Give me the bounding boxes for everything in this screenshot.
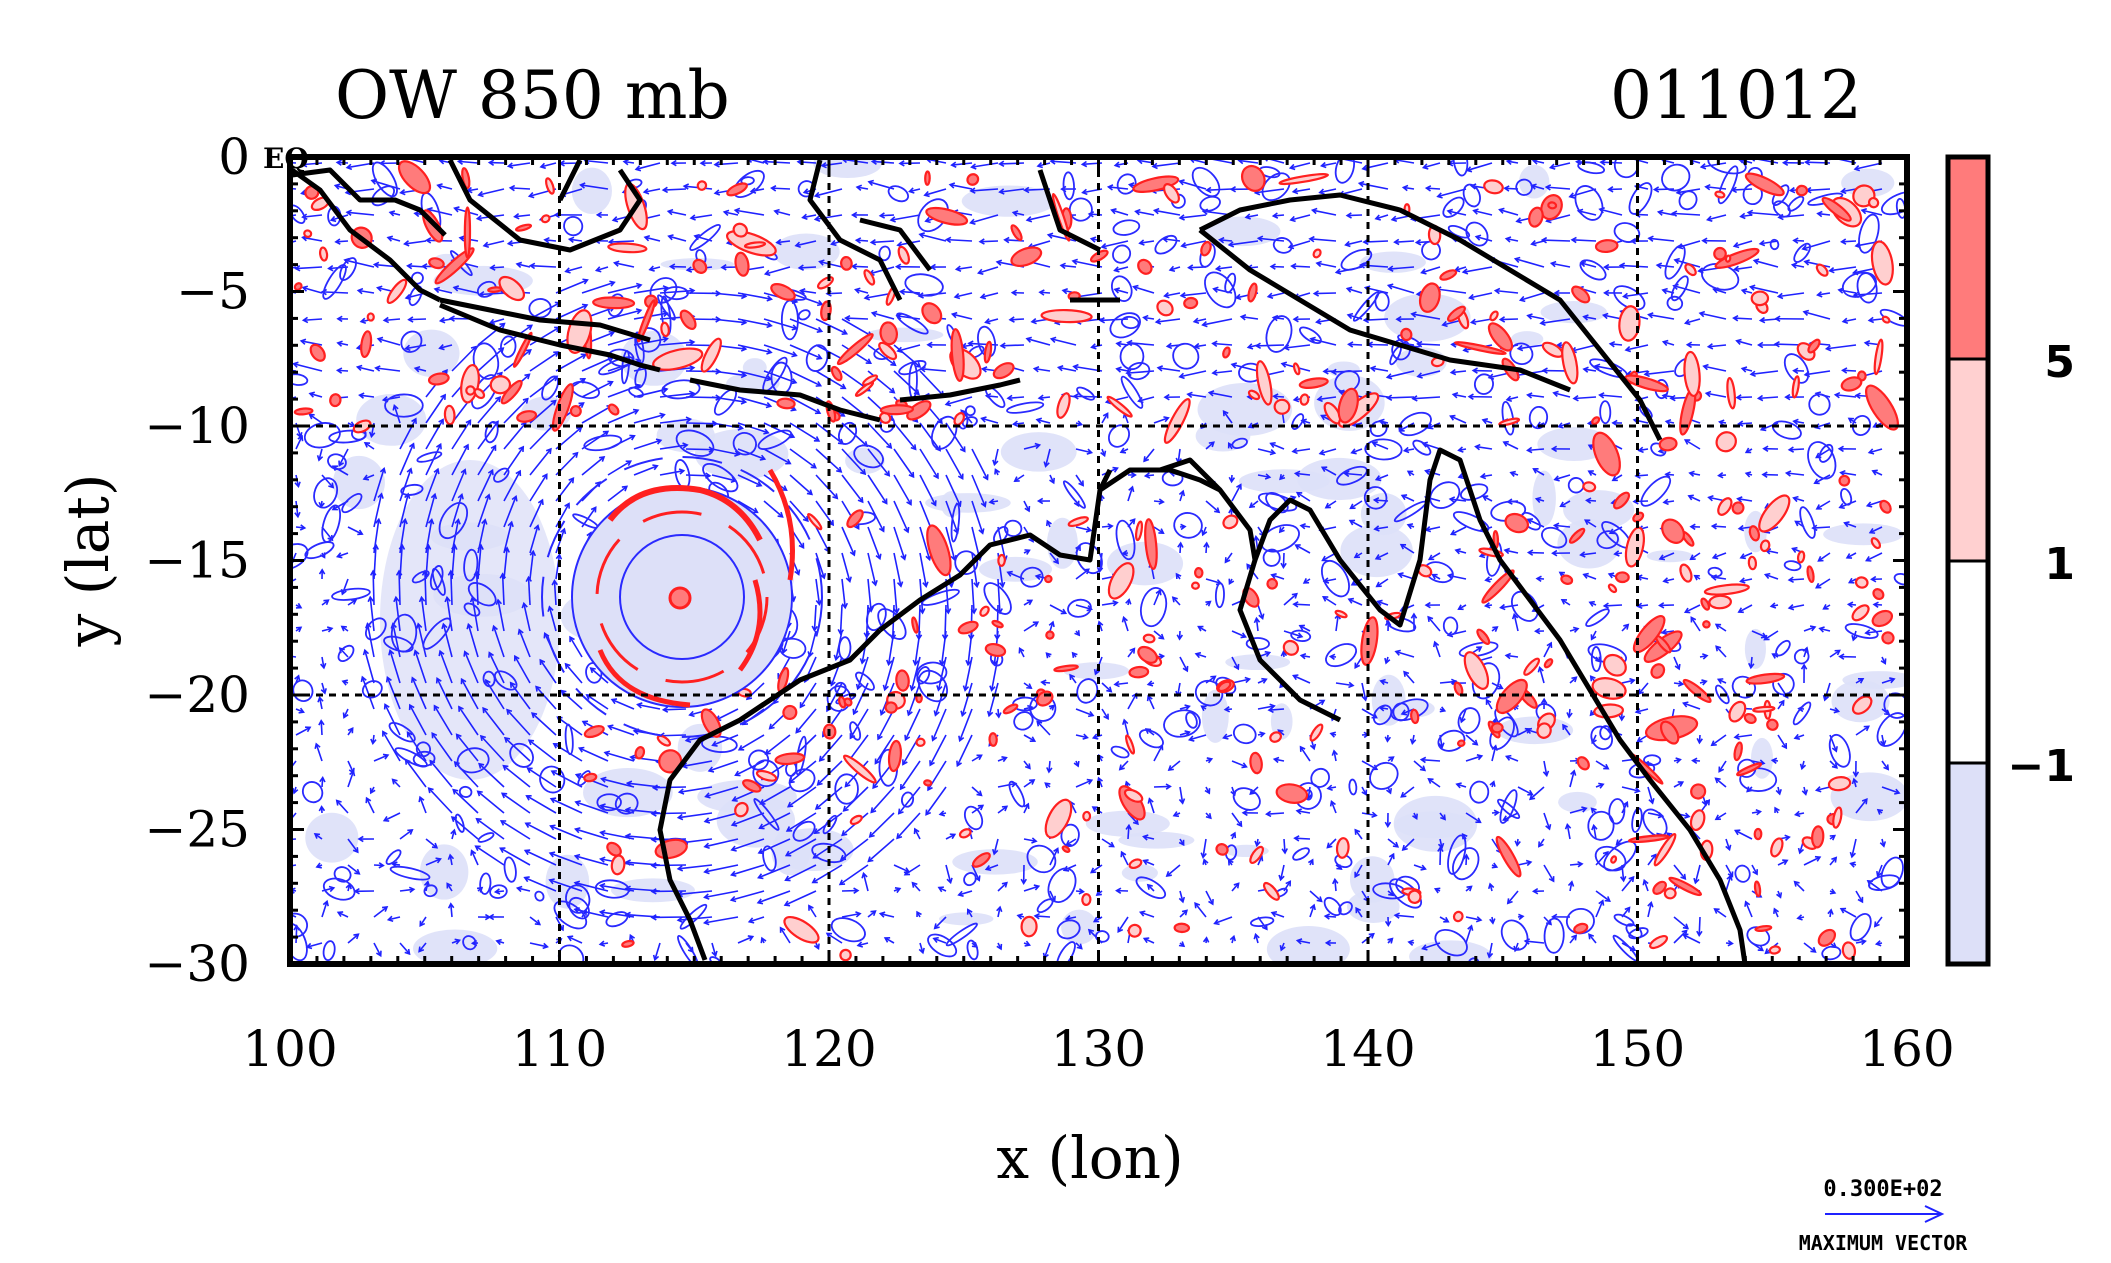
coast-australia-west [657,628,882,961]
x-tick-label: 160 [1859,1020,1954,1078]
colorbar-segment-2 [1948,359,1988,561]
x-tick-label: 110 [512,1020,607,1078]
colorbar-segment-4 [1948,763,1988,964]
map-title: OW 850 mb [335,57,730,134]
coast-australia [878,447,1748,964]
y-tick-label: 0 [218,128,250,186]
equator-label: EQ [263,142,309,175]
colorbar-frame [1945,154,1991,967]
coast-gulf [1237,559,1342,723]
x-axis-label: x (lon) [996,1124,1183,1192]
coastlines [290,158,1748,964]
coast-sumatra [290,167,447,303]
x-tick-label: 100 [242,1020,337,1078]
vector-legend-magnitude: 0.300E+02 [1823,1177,1942,1202]
map-plot-area [287,154,1910,967]
y-tick-labels: 0 −5 −10 −15 −20 −25 −30 [144,128,250,993]
y-tick-label: −15 [144,532,250,590]
y-tick-label: −10 [144,397,250,455]
frame-ticks [288,155,1909,966]
x-tick-label: 140 [1320,1020,1415,1078]
colorbar-label-neg1: −1 [2008,741,2075,792]
colorbar-segment-1 [1948,157,1988,359]
vector-legend: 0.300E+02 MAXIMUM VECTOR [1799,1177,1969,1255]
y-tick-label: −5 [176,263,250,321]
coast-java [439,297,661,373]
x-tick-label: 120 [781,1020,876,1078]
vector-legend-caption: MAXIMUM VECTOR [1799,1231,1969,1255]
y-axis-label: y (lat) [54,474,122,648]
x-tick-labels: 100 110 120 130 140 150 160 [242,1020,1954,1078]
coast-arnhem [1097,457,1222,492]
colorbar: 5 1 −1 [1945,154,2075,967]
x-tick-label: 130 [1051,1020,1146,1078]
coast-lesser-sunda [689,377,1021,423]
lat-lon-grid [290,157,1907,964]
colorbar-label-5: 5 [2044,337,2075,388]
positive-ow-contours [293,160,1899,962]
colorbar-label-1: 1 [2044,539,2075,590]
x-tick-label: 150 [1590,1020,1685,1078]
y-tick-label: −25 [144,801,250,859]
coast-new-guinea [1198,192,1663,442]
date-code: 011012 [1610,57,1862,134]
coast-moluccas [1037,169,1120,303]
y-tick-label: −20 [144,666,250,724]
coast-borneo [447,158,643,253]
colorbar-segment-3 [1948,561,1988,763]
y-tick-label: −30 [144,935,250,993]
cyclone-vortex [541,456,823,738]
coast-sulawesi [807,159,932,302]
